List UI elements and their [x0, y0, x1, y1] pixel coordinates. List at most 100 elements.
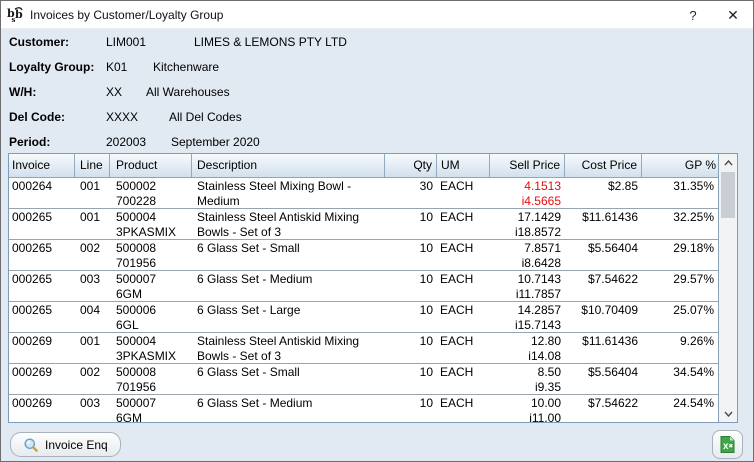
- cell-sell-price: 12.80 i14.08: [528, 334, 561, 363]
- cell-invoice: 000269: [12, 365, 53, 379]
- cell-um: EACH: [440, 179, 474, 193]
- filter-summary-panel: Customer: LIM001 LIMES & LEMONS PTY LTD …: [1, 30, 753, 155]
- invoice-enq-button[interactable]: Invoice Enq: [10, 432, 121, 457]
- cell-cost-price: $11.61436: [582, 334, 638, 348]
- magnifier-icon: [24, 438, 38, 452]
- title-bar: b s b Invoices by Customer/Loyalty Group…: [1, 1, 753, 29]
- footer-bar: Invoice Enq x: [1, 425, 753, 461]
- cell-qty: 30: [419, 179, 433, 193]
- cell-invoice: 000265: [12, 210, 53, 224]
- cell-product: 500008 701956: [116, 365, 157, 394]
- cell-description: 6 Glass Set - Large: [197, 303, 301, 317]
- table-row[interactable]: 000265 002 500008 701956 6 Glass Set - Sm…: [9, 240, 719, 271]
- excel-export-icon: x: [720, 436, 735, 453]
- table-row[interactable]: 000269 003 500007 6GM 6 Glass Set - Mediu…: [9, 395, 718, 422]
- cell-cost-price: $10.70409: [581, 303, 638, 317]
- cell-um: EACH: [440, 210, 474, 224]
- cell-product: 500007 6GM: [116, 396, 157, 422]
- cell-qty: 10: [419, 210, 433, 224]
- scroll-up-arrow-icon[interactable]: [719, 154, 737, 171]
- cell-um: EACH: [440, 272, 474, 286]
- table-row[interactable]: 000265 001 500004 3PKASMIX Stainless Stee…: [9, 209, 719, 240]
- close-button[interactable]: ✕: [727, 6, 739, 23]
- cell-cost-price: $5.56404: [587, 241, 638, 255]
- cell-line: 002: [80, 241, 101, 255]
- cell-line: 001: [80, 334, 101, 348]
- customer-label: Customer:: [9, 35, 70, 49]
- cell-qty: 10: [419, 334, 433, 348]
- warehouse-code: XX: [106, 85, 123, 99]
- cell-product: 500002 700228: [116, 179, 157, 208]
- col-header-qty: Qty: [385, 154, 437, 177]
- del-code-code: XXXX: [106, 110, 139, 124]
- period-label: Period:: [9, 135, 51, 149]
- cell-sell-price: 8.50 i9.35: [534, 365, 561, 394]
- cell-description: Stainless Steel Mixing Bowl - Medium: [197, 179, 352, 208]
- export-excel-button[interactable]: x: [712, 430, 743, 459]
- cell-cost-price: $11.61436: [582, 210, 638, 224]
- cell-qty: 10: [419, 396, 433, 410]
- help-button[interactable]: ?: [689, 7, 697, 23]
- cell-description: Stainless Steel Antiskid Mixing Bowls - …: [197, 210, 360, 239]
- col-header-um: UM: [437, 154, 490, 177]
- del-code-name: All Del Codes: [169, 110, 242, 124]
- cell-invoice: 000265: [12, 241, 53, 255]
- table-row[interactable]: 000264 001 500002 700228 Stainless Steel …: [9, 178, 719, 209]
- warehouse-label: W/H:: [9, 85, 37, 99]
- cell-description: 6 Glass Set - Small: [197, 365, 300, 379]
- invoice-enq-label: Invoice Enq: [45, 437, 108, 452]
- cell-cost-price: $2.85: [607, 179, 638, 193]
- cell-cost-price: $7.54622: [587, 272, 638, 286]
- svg-text:b: b: [7, 7, 15, 20]
- col-header-product: Product: [110, 154, 192, 177]
- cell-invoice: 000269: [12, 396, 53, 410]
- cell-invoice: 000265: [12, 303, 53, 317]
- svg-text:b: b: [15, 8, 23, 21]
- cell-qty: 10: [419, 303, 433, 317]
- table-row[interactable]: 000269 001 500004 3PKASMIX Stainless Stee…: [9, 333, 719, 364]
- cell-cost-price: $5.56404: [587, 365, 638, 379]
- cell-line: 004: [80, 303, 101, 317]
- cell-sell-price: 10.00 i11.00: [529, 396, 561, 422]
- cell-sell-price: 17.1429 i18.8572: [514, 210, 561, 239]
- cell-qty: 10: [419, 241, 433, 255]
- cell-gp-percent: 32.25%: [673, 210, 714, 224]
- col-header-invoice: Invoice: [9, 154, 75, 177]
- cell-gp-percent: 29.18%: [673, 241, 714, 255]
- cell-description: Stainless Steel Antiskid Mixing Bowls - …: [197, 334, 360, 363]
- scrollbar-thumb[interactable]: [721, 172, 736, 218]
- table-header-row: Invoice Line Product Description Qty UM …: [9, 154, 719, 178]
- cell-product: 500004 3PKASMIX: [116, 334, 177, 363]
- table-row[interactable]: 000269 002 500008 701956 6 Glass Set - Sm…: [9, 364, 719, 395]
- del-code-row: Del Code: XXXX All Del Codes: [1, 105, 753, 130]
- window-title: Invoices by Customer/Loyalty Group: [30, 7, 224, 22]
- cell-sell-price: 14.2857 i15.7143: [514, 303, 561, 332]
- cell-um: EACH: [440, 241, 474, 255]
- customer-code: LIM001: [106, 35, 147, 49]
- cell-um: EACH: [440, 334, 474, 348]
- warehouse-name: All Warehouses: [146, 85, 230, 99]
- cell-gp-percent: 34.54%: [673, 365, 714, 379]
- customer-name: LIMES & LEMONS PTY LTD: [194, 35, 347, 49]
- col-header-sell-price: Sell Price: [490, 154, 565, 177]
- scroll-down-arrow-icon[interactable]: [719, 405, 737, 422]
- cell-invoice: 000269: [12, 334, 53, 348]
- cell-gp-percent: 24.54%: [673, 396, 714, 410]
- cell-line: 002: [80, 365, 101, 379]
- table-body: 000264 001 500002 700228 Stainless Steel …: [9, 178, 719, 422]
- loyalty-group-name: Kitchenware: [153, 60, 220, 74]
- vertical-scrollbar[interactable]: [718, 154, 737, 422]
- cell-description: 6 Glass Set - Small: [197, 241, 300, 255]
- invoices-table: Invoice Line Product Description Qty UM …: [8, 153, 738, 423]
- table-row[interactable]: 000265 003 500007 6GM 6 Glass Set - Mediu…: [9, 271, 719, 302]
- invoices-table-content: Invoice Line Product Description Qty UM …: [9, 154, 719, 422]
- cell-product: 500008 701956: [116, 241, 157, 270]
- loyalty-group-row: Loyalty Group: K01 Kitchenware: [1, 55, 753, 80]
- cell-product: 500006 6GL: [116, 303, 157, 332]
- warehouse-row: W/H: XX All Warehouses: [1, 80, 753, 105]
- cell-line: 003: [80, 272, 101, 286]
- table-row[interactable]: 000265 004 500006 6GL 6 Glass Set - Large…: [9, 302, 719, 333]
- cell-um: EACH: [440, 303, 474, 317]
- period-name: September 2020: [171, 135, 260, 149]
